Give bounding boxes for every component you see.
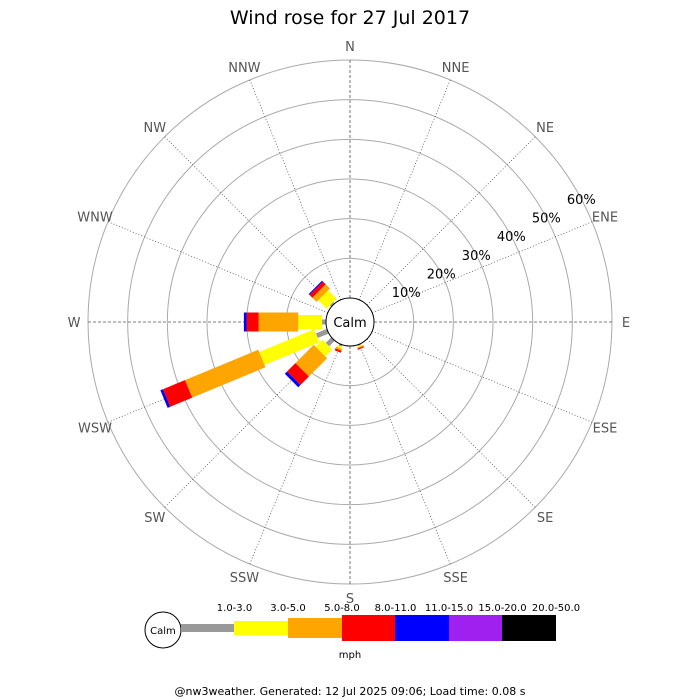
direction-label-w: W [68, 316, 81, 331]
spoke-nne [358, 79, 451, 300]
radial-ring-50 [127, 99, 573, 545]
bar-ssw-bin-1 [337, 345, 343, 349]
bar-wsw-bin-3 [162, 380, 193, 407]
spoke-ese [372, 330, 593, 423]
bar-wsw-bin-2 [184, 349, 266, 398]
bar-sw-bin-4 [284, 371, 301, 388]
direction-label-nw: NW [144, 121, 167, 136]
legend-swatch-5 [449, 615, 502, 641]
calm-circle [325, 297, 375, 347]
radial-tick-40: 40% [497, 230, 526, 245]
legend-unit-label: mph [339, 650, 361, 661]
calm-circle-group: Calm [325, 297, 375, 347]
bar-sw-bin-3 [287, 363, 309, 385]
radial-tick-60: 60% [567, 193, 596, 208]
bar-sw-bin-2 [295, 344, 328, 377]
calm-label: Calm [333, 316, 366, 331]
direction-label-ese: ESE [593, 422, 618, 437]
spoke-sse [358, 344, 451, 565]
radial-tick-30: 30% [462, 249, 491, 264]
legend-calm-label: Calm [150, 626, 176, 637]
legend-swatch-6 [502, 615, 556, 641]
radial-tick-50: 50% [532, 212, 561, 227]
speed-legend: Calm mph 1.0-3.0 3.0-5.0 5.0-8.0 8.0-11.0 11… [144, 603, 580, 661]
direction-label-ne: NE [536, 121, 554, 136]
bar-ssw-bin-2 [335, 346, 343, 351]
legend-swatch-0 [181, 624, 234, 632]
chart-title: Wind rose for 27 Jul 2017 [230, 7, 470, 29]
legend-label-3: 8.0-11.0 [375, 603, 417, 614]
bar-ssw-bin-3 [334, 348, 342, 353]
spoke-nnw [249, 79, 342, 300]
spoke-wnw [107, 221, 328, 314]
direction-label-s: S [346, 592, 354, 607]
bar-nw-bin-3 [309, 281, 326, 298]
direction-label-n: N [345, 40, 355, 55]
frequency-bars [160, 280, 365, 408]
spoke-nw [164, 136, 334, 306]
radial-tick-labels: 10% 20% 30% 40% 50% 60% [392, 193, 596, 301]
legend-label-2: 5.0-8.0 [324, 603, 359, 614]
legend-label-4: 11.0-15.0 [425, 603, 473, 614]
legend-swatch-3 [342, 615, 395, 641]
spoke-ssw [249, 344, 342, 565]
legend-label-5: 15.0-20.0 [478, 603, 526, 614]
legend-label-0: 1.0-3.0 [217, 603, 252, 614]
direction-label-nne: NNE [442, 61, 470, 76]
bar-wsw-bin-4 [160, 389, 171, 408]
bar-wsw-bin-1 [259, 329, 320, 365]
footer-text: @nw3weather. Generated: 12 Jul 2025 09:0… [175, 685, 526, 698]
bar-nw-bin-1 [318, 290, 337, 309]
radial-tick-20: 20% [427, 267, 456, 282]
direction-labels: N NNE NE ENE E ESE SE SSE S SSW SW WSW W WNW NW NNW [68, 40, 631, 607]
radial-ring-30 [206, 178, 494, 466]
direction-label-ssw: SSW [230, 571, 260, 586]
bar-nw-bin-2 [312, 284, 330, 302]
bar-wsw-bin-0 [315, 328, 329, 339]
direction-label-wsw: WSW [78, 422, 112, 437]
spoke-se [366, 338, 536, 508]
bar-nw-bin-4 [308, 280, 323, 295]
direction-label-nnw: NNW [228, 61, 260, 76]
direction-label-sse: SSE [443, 571, 468, 586]
bar-sw-bin-1 [315, 339, 333, 357]
legend-swatch-1 [234, 621, 288, 635]
direction-label-ene: ENE [592, 210, 618, 225]
spoke-ene [372, 221, 593, 314]
bar-sw-bin-0 [325, 337, 335, 347]
direction-label-e: E [622, 316, 630, 331]
radial-ring-40 [166, 138, 534, 506]
direction-label-wnw: WNW [77, 210, 113, 225]
radial-tick-10: 10% [392, 286, 421, 301]
legend-swatch-4 [395, 615, 449, 641]
direction-label-se: SE [537, 511, 553, 526]
legend-label-1: 3.0-5.0 [270, 603, 305, 614]
spoke-ne [366, 136, 536, 306]
legend-swatch-2 [288, 618, 342, 638]
direction-label-sw: SW [144, 511, 165, 526]
legend-label-6: 20.0-50.0 [532, 603, 580, 614]
